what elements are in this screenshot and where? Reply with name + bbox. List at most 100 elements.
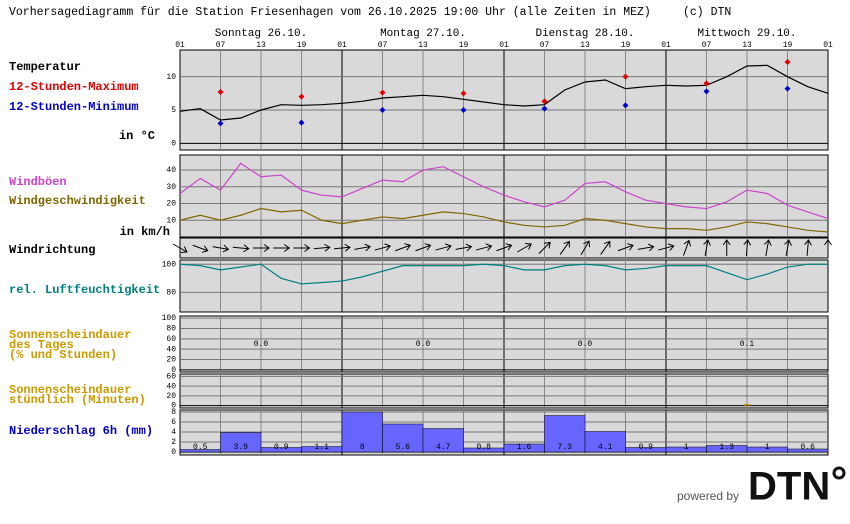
bar	[544, 415, 586, 453]
wind-arrow	[333, 243, 351, 252]
value-label: 0.9	[639, 443, 654, 452]
value-label: 5.6	[396, 443, 411, 452]
panel-label: Niederschlag 6h (mm)	[9, 424, 153, 438]
wind-arrow	[475, 243, 493, 251]
y-tick-label: 80	[166, 288, 176, 297]
wind-arrow	[617, 243, 634, 252]
hour-label: 13	[256, 41, 266, 50]
marker	[784, 59, 791, 65]
wind-arrow	[172, 243, 188, 254]
logo-dot	[832, 466, 846, 480]
wind-arrow	[600, 240, 611, 255]
hour-label: 07	[216, 41, 226, 50]
bar	[422, 428, 464, 453]
hour-label: 01	[175, 41, 185, 50]
legend-label: Temperatur	[9, 60, 81, 74]
wind-arrow	[722, 239, 731, 256]
hour-label: 01	[823, 41, 833, 50]
wind-arrow	[313, 243, 331, 252]
value-label: 0.0	[416, 340, 431, 349]
bar	[220, 432, 262, 453]
value-label: 1.1	[315, 443, 330, 452]
legend-label: Windböen	[9, 175, 67, 189]
y-tick-label: 60	[166, 373, 176, 382]
y-tick-label: 40	[166, 382, 176, 391]
day-label: Dienstag 28.10.	[535, 28, 634, 40]
day-label: Sonntag 26.10.	[215, 28, 307, 40]
marker	[784, 85, 791, 92]
y-tick-label: 40	[166, 345, 176, 354]
legend-label: Windgeschwindigkeit	[9, 194, 146, 208]
value-label: 0.0	[254, 340, 269, 349]
marker	[298, 119, 305, 126]
hour-label: 01	[499, 41, 509, 50]
marker	[460, 107, 467, 113]
y-tick-label: 40	[166, 166, 176, 175]
marker	[379, 107, 386, 113]
hour-label: 07	[540, 41, 550, 50]
marker	[217, 89, 224, 95]
marker	[622, 73, 629, 80]
marker	[541, 105, 548, 112]
value-label: 4.7	[436, 443, 451, 452]
hour-label: 19	[459, 41, 469, 50]
title: Vorhersagediagramm für die Station Fries…	[9, 6, 651, 19]
hour-label: 07	[702, 41, 712, 50]
hour-label: 13	[580, 41, 590, 50]
y-tick-label: 10	[166, 73, 176, 82]
wind-arrow	[192, 244, 209, 253]
wind-arrow	[580, 240, 591, 256]
y-tick-label: 2	[171, 438, 176, 447]
wind-arrow	[804, 239, 812, 257]
y-tick-label: 60	[166, 335, 176, 344]
bar	[584, 431, 626, 453]
wind-arrow	[637, 243, 655, 252]
wind-arrow	[496, 243, 513, 252]
y-tick-label: 20	[166, 200, 176, 209]
value-label: 0.1	[740, 340, 755, 349]
hour-label: 19	[783, 41, 793, 50]
hour-label: 19	[297, 41, 307, 50]
wind-arrow	[517, 242, 532, 253]
value-label: 0.5	[193, 443, 208, 452]
wind-arrow	[212, 244, 230, 253]
y-tick-label: 8	[171, 408, 176, 417]
unit-label: in km/h	[120, 225, 170, 239]
y-tick-label: 30	[166, 183, 176, 192]
value-label: 0.6	[801, 443, 816, 452]
marker	[460, 90, 467, 97]
marker	[622, 102, 629, 109]
value-label: 1.6	[517, 443, 532, 452]
legend-label: 12-Stunden-Minimum	[9, 100, 139, 114]
hour-label: 13	[742, 41, 752, 50]
panel-label: Sonnenscheindauer	[9, 383, 131, 397]
value-label: 1	[684, 443, 689, 452]
bar	[341, 411, 383, 453]
value-label: 8	[360, 443, 365, 452]
marker	[298, 93, 305, 100]
wind-arrow	[538, 241, 551, 255]
wind-arrow	[784, 239, 792, 256]
marker	[703, 80, 710, 87]
wind-arrow	[435, 243, 452, 251]
y-tick-label: 0	[171, 402, 176, 411]
y-tick-label: 4	[171, 428, 176, 437]
credit: (c) DTN	[683, 6, 731, 19]
line	[179, 263, 828, 285]
legend-label: 12-Stunden-Maximum	[9, 80, 139, 94]
wind-arrow	[253, 244, 270, 252]
wind-arrow	[395, 243, 412, 252]
y-tick-label: 6	[171, 418, 176, 427]
bar	[787, 448, 829, 453]
value-label: 0.9	[274, 443, 289, 452]
day-label: Mittwoch 29.10.	[697, 28, 796, 40]
value-label: 0.8	[477, 443, 492, 452]
unit-label: in °C	[119, 129, 155, 143]
wind-arrow	[683, 239, 692, 256]
day-label: Montag 27.10.	[380, 28, 466, 40]
marker	[703, 88, 710, 95]
wind-arrow	[293, 244, 311, 252]
hour-label: 13	[418, 41, 428, 50]
value-label: 1	[765, 443, 770, 452]
